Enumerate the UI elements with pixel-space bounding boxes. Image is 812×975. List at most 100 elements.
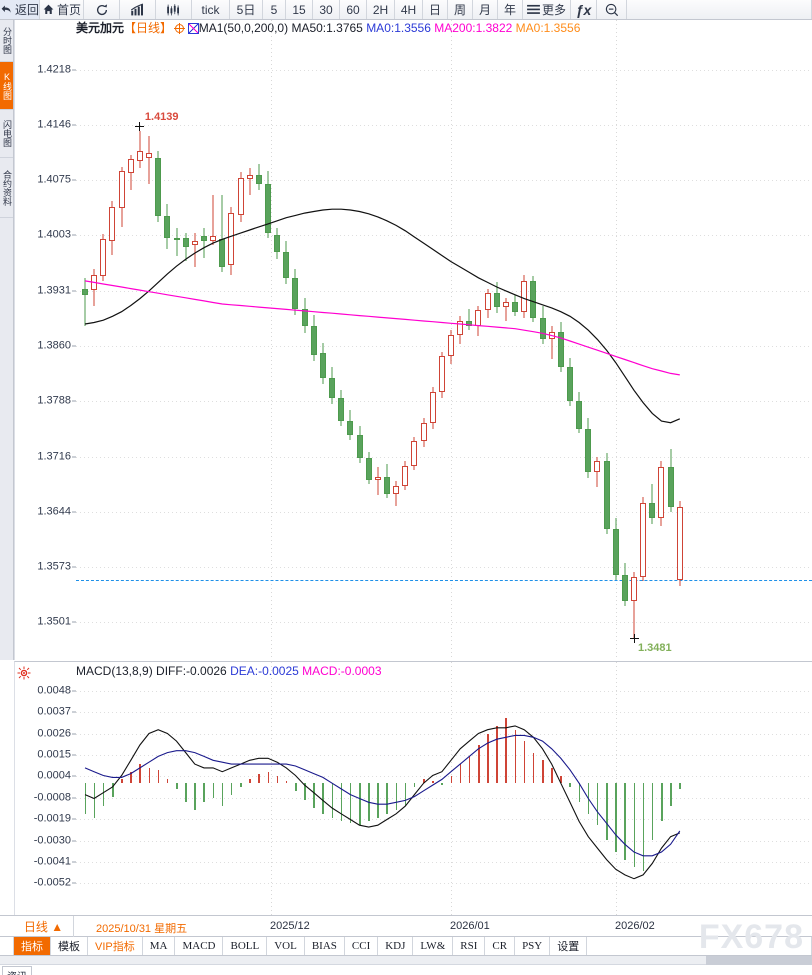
indicator-button-7[interactable]: BIAS <box>305 937 345 955</box>
indicator-button-0[interactable]: 指标 <box>14 937 51 955</box>
indicator-button-6[interactable]: VOL <box>267 937 305 955</box>
indicator-button-10[interactable]: LW& <box>413 937 454 955</box>
toolbar-day-button[interactable]: 日 <box>423 0 448 19</box>
toolbar-chart-button[interactable] <box>120 0 156 19</box>
price-y-tick-label: 1.3931 <box>37 284 71 297</box>
toolbar-m5-button[interactable]: 5 <box>263 0 286 19</box>
toolbar-back-button[interactable]: 返回 <box>0 0 40 19</box>
toolbar-spacer <box>627 0 812 19</box>
macd-histogram-bar <box>542 760 544 784</box>
indicator-button-label: LW& <box>420 940 446 952</box>
candle <box>621 562 628 607</box>
toolbar-zoomout-button[interactable] <box>597 0 627 19</box>
indicator-button-5[interactable]: BOLL <box>223 937 268 955</box>
indicator-button-label: 指标 <box>21 941 43 953</box>
candle <box>164 203 171 249</box>
scrollbar-thumb[interactable] <box>706 956 812 965</box>
home-icon <box>42 3 55 16</box>
macd-histogram-bar <box>294 783 297 791</box>
price-gridline <box>76 290 812 292</box>
indicator-button-4[interactable]: MACD <box>175 937 224 955</box>
price-y-tick-mark <box>72 179 76 181</box>
toolbar-tick-button[interactable]: tick <box>192 0 230 19</box>
rail-item-1[interactable]: K线图 <box>0 62 13 110</box>
macd-lines <box>84 725 681 880</box>
indicator-button-13[interactable]: PSY <box>515 937 551 955</box>
macd-diff-value: DIFF:-0.0026 <box>156 664 227 678</box>
period-chip[interactable]: 日线 ▲ <box>14 916 74 937</box>
indicator-button-12[interactable]: CR <box>485 937 516 955</box>
high-price-label: 1.4139 <box>144 110 179 123</box>
indicator-button-2[interactable]: VIP指标 <box>88 937 143 955</box>
indicator-button-1[interactable]: 模板 <box>51 937 88 955</box>
indicator-bar-gutter <box>0 937 14 955</box>
rail-item-2[interactable]: 闪电图 <box>0 110 13 158</box>
toolbar-week-button[interactable]: 周 <box>448 0 473 19</box>
candle <box>603 453 610 534</box>
macd-histogram-bar <box>606 783 608 841</box>
candle <box>512 294 519 317</box>
price-y-tick-mark <box>72 621 76 623</box>
rail-item-3[interactable]: 合约资料 <box>0 158 13 218</box>
toolbar-h2-button[interactable]: 2H <box>367 0 395 19</box>
indicator-button-9[interactable]: KDJ <box>378 937 414 955</box>
rail-item-0[interactable]: 分时图 <box>0 20 13 62</box>
indicator-button-label: VIP指标 <box>95 941 135 953</box>
macd-histogram-bar <box>660 783 663 822</box>
macd-histogram-bar <box>523 741 526 784</box>
price-y-tick-mark <box>72 400 76 402</box>
indicator-button-3[interactable]: MA <box>143 937 176 955</box>
macd-settings-icon[interactable] <box>17 666 31 680</box>
candle <box>237 172 244 223</box>
toolbar-more-label: 更多 <box>542 2 567 17</box>
indicator-button-8[interactable]: CCI <box>345 937 379 955</box>
macd-histogram-bar <box>176 783 178 789</box>
macd-histogram-bar <box>166 779 169 784</box>
macd-histogram-bar <box>331 783 334 818</box>
toolbar-more-button[interactable]: 更多 <box>523 0 571 19</box>
macd-histogram-bar <box>84 783 87 814</box>
toolbar-m60-button[interactable]: 60 <box>340 0 367 19</box>
toolbar-month-button[interactable]: 月 <box>473 0 498 19</box>
macd-histogram-bar <box>157 769 160 784</box>
price-info-line: 美元加元【日线】 MA1(50,0,200,0) MA50:1.3765 MA0… <box>76 21 580 35</box>
toolbar-candles-button[interactable] <box>156 0 192 19</box>
ma-settings-icon[interactable] <box>187 23 199 34</box>
horizontal-scrollbar[interactable] <box>0 956 812 965</box>
news-tab[interactable]: 资讯 <box>2 966 32 975</box>
macd-plot-area[interactable] <box>76 662 812 915</box>
date-axis: 日线 ▲ 2025/10/31 星期五 2025/12 2026/01 2026/02 <box>0 915 812 937</box>
candle <box>338 390 345 426</box>
macd-histogram-bar <box>596 783 599 826</box>
toolbar-m15-button[interactable]: 15 <box>286 0 313 19</box>
toolbar-5day-label: 5日 <box>236 2 256 17</box>
toolbar-fx-button[interactable]: ƒx <box>571 0 597 19</box>
candle <box>100 233 107 281</box>
toolbar-5day-button[interactable]: 5日 <box>230 0 263 19</box>
price-plot-area[interactable]: 1.4139 1.3481 <box>76 20 812 660</box>
macd-histogram-bar <box>679 783 681 789</box>
toolbar-home-button[interactable]: 首页 <box>40 0 84 19</box>
indicator-button-label: RSI <box>460 940 478 952</box>
price-y-tick-mark <box>72 124 76 126</box>
macd-histogram-bar <box>404 783 407 807</box>
candle <box>191 233 198 267</box>
top-toolbar: 返回 首页 tick 5日 5 15 30 60 2H 4H 日周月年 更多 ƒx <box>0 0 812 20</box>
macd-dea-value: DEA:-0.0025 <box>230 664 299 678</box>
indicator-button-14[interactable]: 设置 <box>550 937 588 955</box>
toolbar-h4-button[interactable]: 4H <box>395 0 423 19</box>
date-axis-label: 2026/02 <box>615 920 655 932</box>
price-y-axis: 1.4218 1.4146 1.4075 1.4003 1.3931 1.3860 1.37… <box>15 20 76 660</box>
macd-histogram-bar <box>304 783 306 801</box>
macd-histogram-bar <box>121 779 123 784</box>
toolbar-year-button[interactable]: 年 <box>498 0 523 19</box>
indicator-button-11[interactable]: RSI <box>453 937 486 955</box>
toolbar-m30-button[interactable]: 30 <box>313 0 340 19</box>
indicator-button-label: MACD <box>182 940 216 952</box>
macd-histogram-bar <box>377 783 379 818</box>
price-level-line <box>76 579 812 581</box>
macd-histogram-bar <box>249 779 251 784</box>
toolbar-refresh-button[interactable] <box>84 0 120 19</box>
crosshair-icon[interactable] <box>174 23 186 34</box>
candle <box>82 277 88 327</box>
